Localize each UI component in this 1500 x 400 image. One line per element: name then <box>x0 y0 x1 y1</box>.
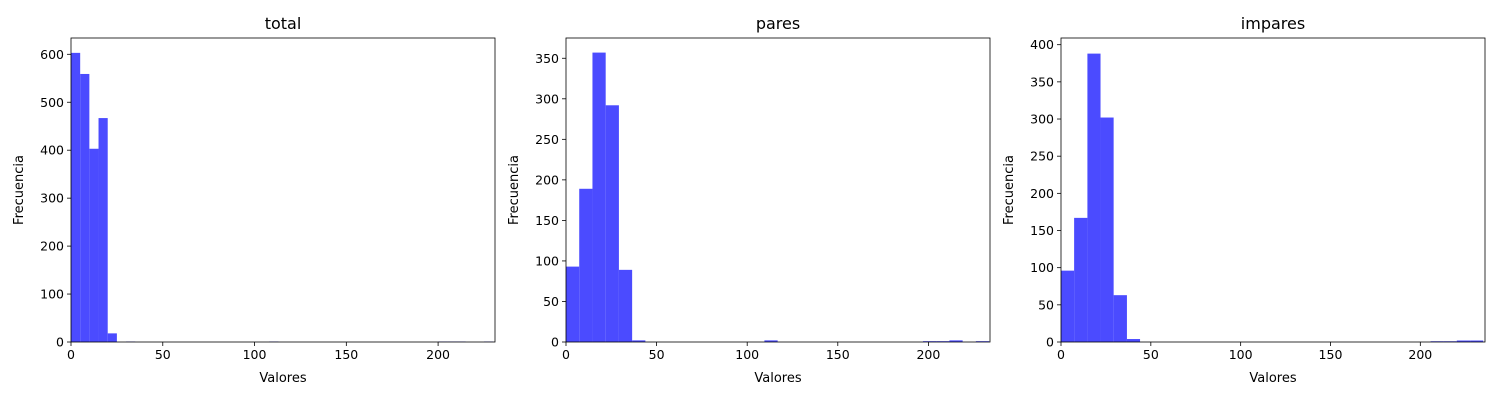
y-tick-label: 200 <box>40 239 64 254</box>
x-axis-label: Valores <box>754 371 801 386</box>
histogram-bar <box>632 340 646 342</box>
histogram-bar <box>89 148 99 342</box>
chart-title: pares <box>756 14 800 33</box>
y-tick-label: 50 <box>1038 297 1054 312</box>
y-tick-label: 350 <box>535 51 559 66</box>
x-axis-label: Valores <box>259 371 306 386</box>
x-tick-label: 50 <box>1143 347 1159 362</box>
y-tick-label: 100 <box>1030 260 1054 275</box>
y-tick-label: 300 <box>40 191 64 206</box>
y-tick-label: 0 <box>56 335 64 350</box>
axes-frame <box>565 37 991 343</box>
y-tick-label: 300 <box>1030 112 1054 127</box>
chart-title: impares <box>1241 14 1305 33</box>
x-tick-label: 200 <box>1408 347 1432 362</box>
x-tick-label: 0 <box>67 347 75 362</box>
histogram-bar <box>922 341 937 342</box>
histogram-bar <box>1456 340 1471 342</box>
x-tick-label: 50 <box>649 347 665 362</box>
y-tick-label: 250 <box>1030 149 1054 164</box>
y-axis-label: Frecuencia <box>507 155 522 225</box>
y-tick-label: 600 <box>40 47 64 62</box>
x-axis-label: Valores <box>1249 371 1296 386</box>
y-tick-label: 0 <box>551 335 559 350</box>
y-axis-label: Frecuencia <box>12 155 27 225</box>
y-tick-label: 250 <box>535 132 559 147</box>
x-tick-label: 200 <box>916 347 940 362</box>
y-tick-label: 350 <box>1030 74 1054 89</box>
x-tick-label: 150 <box>826 347 850 362</box>
histogram-bar <box>107 333 117 342</box>
histogram-bar <box>1126 339 1141 342</box>
histogram-bar <box>975 341 990 342</box>
histogram-bar <box>592 52 606 342</box>
y-tick-label: 0 <box>1046 335 1054 350</box>
panel-total: 0 50 100 150 200 0 100 200 300 400 500 600 total Valo… <box>12 14 496 386</box>
x-tick-label: 50 <box>155 347 171 362</box>
panel-pares: 0 50 100 150 200 0 50 100 150 200 250 300 350 pares Va… <box>507 14 991 386</box>
histogram-bar <box>566 266 580 342</box>
histogram-bar <box>71 52 81 343</box>
y-tick-label: 100 <box>535 253 559 268</box>
x-tick-label: 200 <box>426 347 450 362</box>
y-tick-label: 400 <box>1030 37 1054 52</box>
axes-frame <box>70 37 496 343</box>
chart-title: total <box>265 14 302 33</box>
histogram-bar <box>1470 340 1484 342</box>
y-tick-label: 150 <box>1030 223 1054 238</box>
axes-frame <box>1060 37 1486 343</box>
histogram-bar <box>579 188 593 342</box>
panel-impares: 0 50 100 150 200 0 50 100 150 200 250 300 350 400 impa… <box>1002 14 1486 386</box>
histogram-bar <box>949 340 963 342</box>
x-tick-label: 0 <box>562 347 570 362</box>
histogram-bar <box>936 341 950 342</box>
x-tick-label: 100 <box>243 347 267 362</box>
histogram-bar <box>764 340 778 342</box>
y-tick-label: 400 <box>40 143 64 158</box>
histogram-bar <box>618 269 633 342</box>
x-tick-label: 100 <box>1229 347 1253 362</box>
y-tick-label: 100 <box>40 287 64 302</box>
histogram-bar <box>98 118 108 342</box>
x-tick-label: 150 <box>1319 347 1343 362</box>
y-tick-label: 50 <box>543 294 559 309</box>
histogram-bar <box>1087 53 1101 343</box>
x-tick-label: 150 <box>334 347 358 362</box>
histogram-bar <box>1113 295 1127 342</box>
x-tick-label: 100 <box>735 347 759 362</box>
y-tick-label: 150 <box>535 213 559 228</box>
histogram-bar <box>80 73 90 342</box>
histogram-bar <box>1074 217 1088 342</box>
histogram-bar <box>605 105 619 342</box>
x-tick-label: 0 <box>1057 347 1065 362</box>
y-tick-label: 200 <box>1030 186 1054 201</box>
y-tick-label: 200 <box>535 172 559 187</box>
y-axis-label: Frecuencia <box>1002 155 1017 225</box>
histogram-bar <box>1100 117 1114 342</box>
y-tick-label: 300 <box>535 91 559 106</box>
y-tick-label: 500 <box>40 95 64 110</box>
histogram-bar <box>1061 270 1075 342</box>
